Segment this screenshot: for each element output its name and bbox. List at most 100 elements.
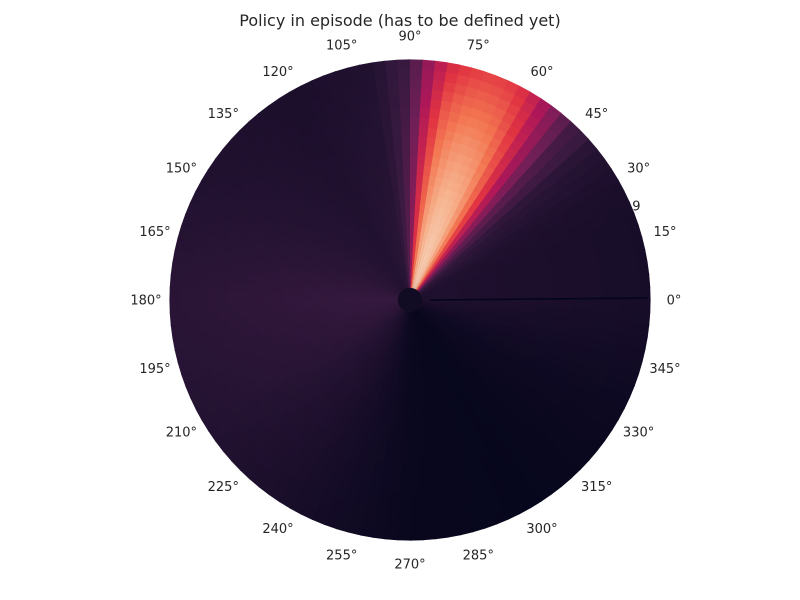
heatmap-cell bbox=[386, 253, 394, 264]
heatmap-cell bbox=[400, 211, 406, 222]
heatmap-cell bbox=[421, 291, 432, 297]
heatmap-cell bbox=[420, 287, 430, 294]
heatmap-cell bbox=[416, 269, 422, 280]
heatmap-cell bbox=[379, 306, 390, 312]
heatmap-cell bbox=[370, 287, 381, 293]
heatmap-cell bbox=[351, 312, 363, 319]
heatmap-cell bbox=[340, 296, 351, 301]
heatmap-cell bbox=[347, 483, 361, 496]
heatmap-cell bbox=[316, 241, 329, 252]
heatmap-cell bbox=[397, 78, 410, 89]
heatmap-cell bbox=[386, 213, 394, 225]
heatmap-cell bbox=[302, 246, 315, 257]
heatmap-cell bbox=[610, 276, 622, 290]
heatmap-cell bbox=[449, 248, 460, 258]
heatmap-cell bbox=[441, 208, 450, 220]
heatmap-cell bbox=[367, 270, 378, 279]
heatmap-cell bbox=[583, 239, 597, 253]
heatmap-cell bbox=[522, 237, 535, 249]
heatmap-cell bbox=[477, 255, 489, 265]
heatmap-cell bbox=[351, 281, 363, 288]
heatmap-cell bbox=[440, 390, 449, 403]
heatmap-cell bbox=[472, 267, 484, 276]
heatmap-cell bbox=[426, 452, 437, 464]
heatmap-cell bbox=[459, 482, 474, 496]
heatmap-cell bbox=[302, 288, 314, 296]
heatmap-cell bbox=[239, 254, 252, 267]
heatmap-cell bbox=[399, 250, 404, 261]
heatmap-cell bbox=[559, 358, 573, 371]
heatmap-cell bbox=[307, 368, 320, 381]
heatmap-cell bbox=[203, 184, 219, 201]
heatmap-cell bbox=[241, 246, 255, 259]
heatmap-cell bbox=[436, 206, 446, 218]
heatmap-cell bbox=[355, 253, 366, 263]
heatmap-cell bbox=[471, 327, 483, 336]
heatmap-cell bbox=[383, 266, 392, 276]
heatmap-cell bbox=[202, 245, 215, 259]
heatmap-cell bbox=[601, 277, 613, 290]
heatmap-cell bbox=[342, 315, 354, 322]
heatmap-cell bbox=[401, 454, 411, 465]
heatmap-cell bbox=[382, 344, 390, 356]
heatmap-cell bbox=[439, 239, 448, 251]
heatmap-cell bbox=[219, 328, 232, 341]
heatmap-cell bbox=[389, 386, 397, 397]
heatmap-cell bbox=[387, 315, 396, 324]
heatmap-cell bbox=[437, 281, 448, 288]
heatmap-cell bbox=[417, 444, 427, 455]
heatmap-cell bbox=[324, 201, 337, 214]
heatmap-cell bbox=[481, 263, 493, 272]
heatmap-cell bbox=[209, 257, 222, 271]
heatmap-cell bbox=[602, 351, 616, 366]
heatmap-cell bbox=[380, 269, 390, 279]
theta-tick-label: 120° bbox=[262, 65, 293, 80]
heatmap-cell bbox=[341, 334, 353, 344]
heatmap-cell bbox=[427, 243, 435, 255]
heatmap-cell bbox=[363, 277, 374, 284]
heatmap-cell bbox=[333, 220, 345, 232]
heatmap-cell bbox=[294, 275, 306, 284]
heatmap-cell bbox=[467, 312, 479, 319]
heatmap-cell bbox=[447, 312, 459, 319]
heatmap-cell bbox=[428, 334, 436, 346]
heatmap-cell bbox=[373, 460, 386, 473]
heatmap-cell bbox=[414, 330, 419, 341]
heatmap-cell bbox=[169, 300, 180, 314]
heatmap-cell bbox=[401, 310, 406, 321]
heatmap-cell bbox=[369, 109, 382, 122]
heatmap-cell bbox=[304, 88, 321, 104]
heatmap-cell bbox=[409, 78, 422, 89]
heatmap-cell bbox=[363, 259, 373, 269]
heatmap-cell bbox=[354, 435, 366, 448]
heatmap-cell bbox=[226, 356, 240, 370]
heatmap-cell bbox=[401, 269, 406, 280]
heatmap-cell bbox=[322, 250, 334, 261]
heatmap-cell bbox=[455, 275, 467, 283]
heatmap-cell bbox=[419, 481, 432, 493]
heatmap-cell bbox=[255, 283, 266, 294]
heatmap-cell bbox=[390, 306, 400, 313]
heatmap-cell bbox=[496, 250, 509, 261]
heatmap-cell bbox=[352, 278, 364, 285]
heatmap-cell bbox=[443, 129, 456, 142]
heatmap-cell bbox=[329, 331, 341, 341]
heatmap-cell bbox=[188, 276, 200, 290]
heatmap-cell bbox=[430, 321, 440, 331]
heatmap-cell bbox=[302, 283, 314, 291]
heatmap-cell bbox=[369, 337, 379, 347]
heatmap-cell bbox=[465, 274, 477, 282]
heatmap-cell bbox=[379, 288, 390, 294]
heatmap-cell bbox=[639, 273, 651, 288]
heatmap-cell bbox=[450, 264, 461, 273]
heatmap-cell bbox=[365, 367, 375, 380]
heatmap-cell bbox=[468, 226, 480, 238]
heatmap-cell bbox=[439, 287, 450, 292]
heatmap-cell bbox=[602, 288, 613, 300]
heatmap-cell bbox=[417, 260, 423, 271]
heatmap-cell bbox=[414, 202, 421, 213]
heatmap-cell bbox=[449, 140, 461, 154]
heatmap-cell bbox=[391, 251, 398, 263]
heatmap-cell bbox=[434, 450, 445, 463]
heatmap-cell bbox=[391, 376, 399, 388]
